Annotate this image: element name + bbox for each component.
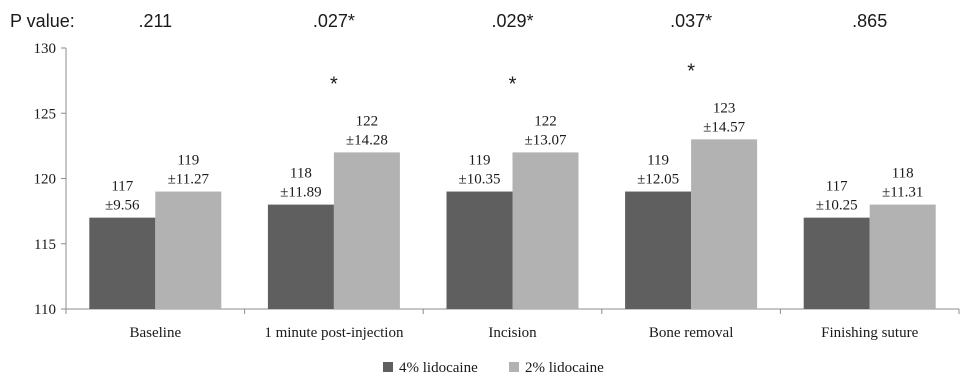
y-tick-label: 130: [34, 41, 57, 57]
data-label-value: 119: [647, 153, 669, 169]
y-tick-label: 115: [34, 237, 56, 253]
y-tick-label: 120: [34, 172, 57, 188]
p-value: .211: [138, 11, 172, 31]
p-value: .865: [852, 11, 887, 31]
x-tick-label: Baseline: [129, 325, 181, 341]
y-tick-label: 110: [34, 302, 56, 318]
data-label-sd: ±9.56: [105, 198, 140, 214]
x-tick-label: Bone removal: [649, 325, 734, 341]
legend-swatch: [383, 362, 393, 372]
data-label-value: 117: [826, 179, 848, 195]
bar: [267, 204, 334, 309]
bar: [625, 191, 692, 309]
bar: [803, 217, 870, 309]
data-label-value: 123: [713, 100, 736, 116]
data-label-value: 119: [177, 153, 199, 169]
data-label-value: 122: [356, 113, 379, 129]
bar: [869, 204, 936, 309]
data-label-value: 117: [111, 179, 133, 195]
x-tick-label: 1 minute post-injection: [264, 325, 404, 341]
legend-label: 4% lidocaine: [399, 360, 478, 376]
data-label-value: 122: [534, 113, 557, 129]
bar: [155, 191, 222, 309]
p-value: .037*: [670, 11, 712, 31]
x-tick-label: Incision: [488, 325, 537, 341]
data-label-sd: ±13.07: [525, 132, 567, 148]
legend-label: 2% lidocaine: [525, 360, 604, 376]
bar: [333, 152, 400, 309]
data-label-value: 118: [290, 166, 312, 182]
data-label-value: 119: [469, 153, 491, 169]
y-tick-label: 125: [34, 106, 57, 122]
data-label-sd: ±11.89: [280, 185, 321, 201]
p-value: .029*: [491, 11, 533, 31]
bar: [89, 217, 156, 309]
p-value-label: P value:: [10, 11, 75, 31]
data-label-sd: ±11.31: [882, 185, 923, 201]
data-label-sd: ±12.05: [637, 172, 679, 188]
legend-swatch: [509, 362, 519, 372]
data-label-value: 118: [892, 166, 914, 182]
p-value: .027*: [313, 11, 355, 31]
data-label-sd: ±14.57: [703, 119, 745, 135]
bar: [446, 191, 513, 309]
bar: [691, 139, 758, 309]
significance-marker: *: [509, 73, 517, 95]
data-label-sd: ±14.28: [346, 132, 388, 148]
data-label-sd: ±10.25: [816, 198, 858, 214]
bar: [512, 152, 579, 309]
data-label-sd: ±10.35: [459, 172, 501, 188]
significance-marker: *: [330, 73, 338, 95]
x-tick-label: Finishing suture: [821, 325, 918, 341]
data-label-sd: ±11.27: [168, 172, 210, 188]
significance-marker: *: [687, 60, 695, 82]
